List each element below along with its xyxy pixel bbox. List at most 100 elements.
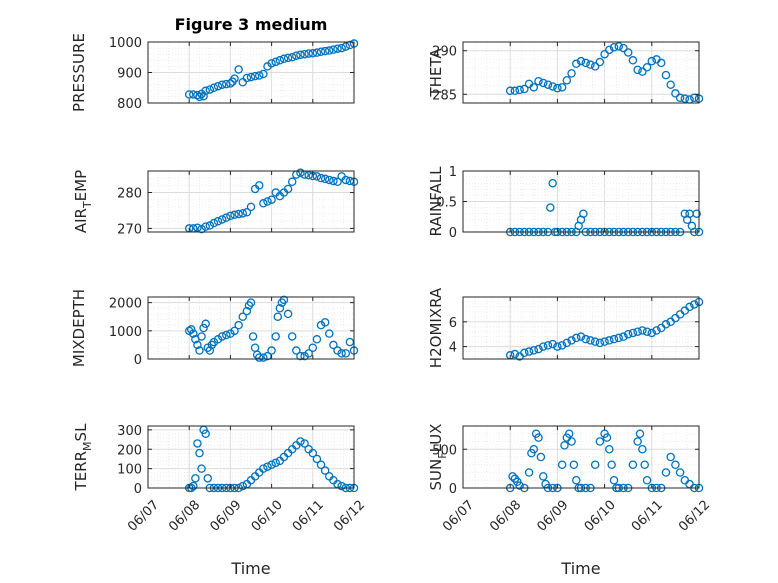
data-point xyxy=(250,71,260,81)
data-point xyxy=(510,349,520,359)
data-point xyxy=(690,93,699,103)
data-point xyxy=(195,346,204,355)
y-tick-label: 0 xyxy=(449,226,457,241)
data-point xyxy=(515,85,524,95)
data-point xyxy=(287,332,297,341)
data-point xyxy=(576,332,586,341)
data-point xyxy=(325,46,334,55)
x-axis-label: Time xyxy=(560,559,600,578)
data-point xyxy=(254,181,264,190)
data-point xyxy=(590,337,600,346)
data-point xyxy=(205,346,215,355)
data-point xyxy=(564,429,574,438)
data-point xyxy=(279,295,289,305)
data-point xyxy=(661,320,671,329)
data-point xyxy=(628,460,638,469)
data-point xyxy=(267,59,276,68)
data-point xyxy=(692,209,701,218)
data-point xyxy=(337,481,346,491)
data-point xyxy=(534,344,543,354)
data-point xyxy=(524,347,534,356)
data-point xyxy=(230,326,239,336)
subplot-5: 0 1000 2000 MIXDEPTH xyxy=(70,289,359,368)
data-point xyxy=(600,49,609,59)
data-point xyxy=(271,332,280,341)
data-point xyxy=(638,444,647,454)
data-point xyxy=(217,80,227,89)
y-axis-label: AIRTEMP xyxy=(72,170,94,233)
data-point xyxy=(576,56,586,66)
data-point xyxy=(505,86,515,96)
data-point xyxy=(614,42,624,51)
data-point xyxy=(201,222,210,231)
data-point xyxy=(553,342,562,351)
data-point xyxy=(279,54,289,64)
data-point xyxy=(553,83,562,93)
data-point xyxy=(590,460,600,469)
data-point xyxy=(609,42,619,52)
data-point xyxy=(267,460,276,469)
data-point xyxy=(283,309,293,319)
data-point xyxy=(304,349,313,358)
data-point xyxy=(602,433,612,442)
data-point xyxy=(536,452,546,462)
data-point xyxy=(605,444,614,454)
data-point xyxy=(557,83,567,92)
data-point xyxy=(320,174,330,184)
data-point xyxy=(325,175,334,185)
data-point xyxy=(304,49,313,58)
data-point xyxy=(292,51,301,60)
data-point xyxy=(333,177,342,187)
y-tick-label: 900 xyxy=(117,67,142,82)
data-point xyxy=(296,50,305,60)
y-axis-label: TERRMSL xyxy=(72,423,94,492)
data-point xyxy=(345,40,355,50)
data-point xyxy=(205,221,215,230)
data-point xyxy=(197,224,206,234)
y-tick-label: 800 xyxy=(117,97,142,112)
data-point xyxy=(263,462,272,471)
data-point xyxy=(543,80,553,89)
data-point xyxy=(337,43,346,53)
data-point xyxy=(341,42,351,51)
data-point xyxy=(263,351,272,361)
data-point xyxy=(259,353,268,362)
data-point xyxy=(341,349,351,358)
data-point xyxy=(671,460,680,469)
data-point xyxy=(529,346,539,355)
data-point xyxy=(557,460,567,469)
data-point xyxy=(273,312,283,321)
data-point xyxy=(263,197,272,206)
data-point xyxy=(600,337,609,346)
data-point xyxy=(312,335,322,344)
data-point xyxy=(652,326,661,335)
data-point xyxy=(647,328,657,338)
data-point xyxy=(217,332,227,341)
y-tick-label: 1000 xyxy=(109,325,142,340)
data-point xyxy=(586,336,595,345)
data-point xyxy=(619,43,628,53)
data-point xyxy=(345,176,355,186)
data-point xyxy=(590,62,600,71)
data-point xyxy=(666,452,675,462)
data-point xyxy=(246,72,256,82)
data-point xyxy=(238,209,248,218)
data-point xyxy=(308,343,318,352)
data-point xyxy=(254,353,264,362)
data-point xyxy=(572,59,581,69)
data-point xyxy=(320,46,330,56)
data-point xyxy=(316,173,326,183)
y-tick-label: 300 xyxy=(117,424,142,439)
data-point xyxy=(548,178,557,188)
y-tick-label: 500 xyxy=(432,443,457,458)
data-point xyxy=(316,460,326,469)
subplot-4: 0 0.5 1 RAINFALL xyxy=(427,165,704,241)
data-point xyxy=(234,209,243,219)
data-point xyxy=(666,80,675,89)
data-point xyxy=(222,213,231,222)
data-point xyxy=(581,334,590,344)
data-point xyxy=(271,458,280,468)
data-point xyxy=(628,328,638,338)
data-point xyxy=(609,334,619,344)
data-point xyxy=(661,70,671,80)
